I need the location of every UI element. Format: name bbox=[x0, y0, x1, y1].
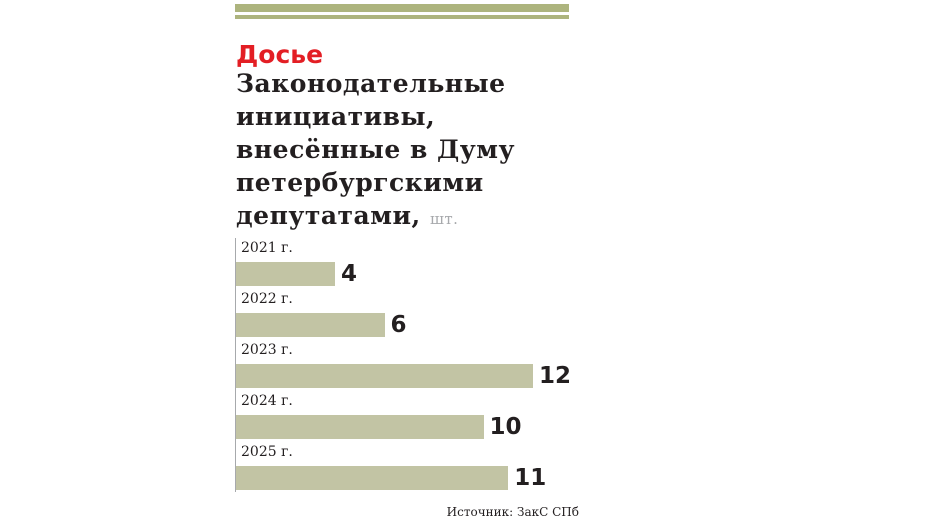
category-label: 2022 г. bbox=[241, 291, 293, 307]
chart-row: 2021 г. 4 bbox=[235, 238, 595, 289]
value-label: 4 bbox=[341, 261, 358, 287]
category-label: 2021 г. bbox=[241, 240, 293, 256]
kicker-label: Досье bbox=[236, 40, 324, 69]
chart-title: Законодательные инициативы, внесённые в … bbox=[236, 67, 576, 236]
category-label: 2025 г. bbox=[241, 444, 293, 460]
value-label: 12 bbox=[539, 363, 572, 389]
chart-title-text: Законодательные инициативы, внесённые в … bbox=[236, 69, 515, 230]
value-label: 10 bbox=[489, 414, 522, 440]
chart-row: 2022 г. 6 bbox=[235, 289, 595, 340]
top-rule-thick bbox=[235, 4, 569, 12]
value-label: 11 bbox=[514, 465, 547, 491]
bar bbox=[236, 364, 533, 388]
chart-row: 2023 г. 12 bbox=[235, 340, 595, 391]
bar bbox=[236, 262, 335, 286]
bar-chart: 2021 г. 4 2022 г. 6 2023 г. 12 2024 г. 1… bbox=[235, 238, 595, 493]
top-rule-thin bbox=[235, 15, 569, 19]
bar bbox=[236, 466, 509, 490]
chart-row: 2024 г. 10 bbox=[235, 391, 595, 442]
bar bbox=[236, 313, 385, 337]
value-label: 6 bbox=[390, 312, 407, 338]
source-note: Источник: ЗакС СПб bbox=[446, 505, 579, 519]
bar bbox=[236, 415, 484, 439]
y-axis-line bbox=[235, 238, 236, 492]
chart-unit: шт. bbox=[429, 210, 459, 228]
category-label: 2024 г. bbox=[241, 393, 293, 409]
chart-row: 2025 г. 11 bbox=[235, 442, 595, 493]
category-label: 2023 г. bbox=[241, 342, 293, 358]
